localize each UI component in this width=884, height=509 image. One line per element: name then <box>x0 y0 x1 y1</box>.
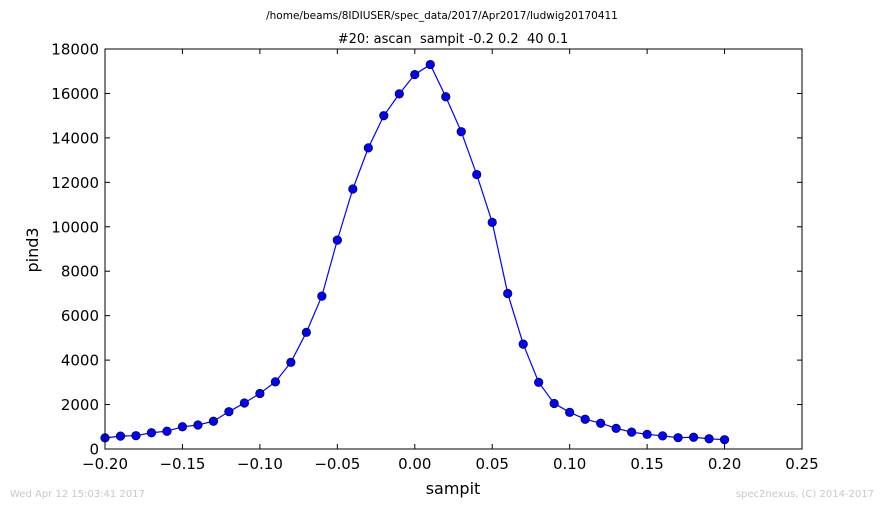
data-point <box>441 92 451 102</box>
x-tick-label: −0.20 <box>82 455 128 473</box>
data-point <box>131 431 141 441</box>
data-point <box>596 418 606 428</box>
data-point <box>239 398 249 408</box>
data-point <box>627 427 637 437</box>
data-point <box>487 217 497 227</box>
data-point <box>425 59 435 70</box>
axis-ticks: −0.20 −0.15 −0.10 −0.05 0.00 0.05 0.10 0.15 0.20… <box>51 41 818 474</box>
data-point <box>177 422 188 432</box>
y-tick-label: 10000 <box>51 218 99 236</box>
footer-timestamp: Wed Apr 12 15:03:41 2017 <box>10 489 145 500</box>
y-tick-label: 18000 <box>51 41 99 59</box>
y-axis-label: pind3 <box>23 227 42 272</box>
x-tick-label: 0.00 <box>398 455 431 473</box>
data-point <box>394 89 404 99</box>
chart-subtitle: #20: ascan sampit -0.2 0.2 40 0.1 <box>338 32 569 47</box>
y-tick-label: 6000 <box>61 307 99 325</box>
footer-credit: spec2nexus, (C) 2014-2017 <box>735 489 874 500</box>
x-tick-label: 0.25 <box>785 455 818 473</box>
data-point <box>719 435 730 445</box>
plot-frame <box>104 48 803 450</box>
data-point <box>503 288 513 299</box>
data-point <box>704 434 714 444</box>
series-layer <box>100 59 730 445</box>
x-tick-label: −0.10 <box>237 455 283 473</box>
data-point <box>379 111 389 121</box>
x-tick-label: 0.20 <box>708 455 741 473</box>
x-tick-label: 0.10 <box>553 455 586 473</box>
y-tick-label: 8000 <box>61 263 99 281</box>
data-point <box>518 339 528 349</box>
data-point <box>456 127 466 137</box>
series-line <box>104 63 725 441</box>
y-tick-label: 12000 <box>51 174 99 192</box>
y-tick-label: 4000 <box>61 352 99 370</box>
chart-title: /home/beams/8IDIUSER/spec_data/2017/Apr2… <box>266 10 618 22</box>
data-point <box>301 327 311 337</box>
data-point <box>146 428 157 438</box>
data-point <box>688 432 699 442</box>
y-tick-label: 14000 <box>51 129 99 147</box>
data-point <box>534 377 544 387</box>
data-point <box>657 431 668 441</box>
data-point <box>255 388 265 399</box>
x-tick-label: −0.05 <box>314 455 360 473</box>
x-tick-label: −0.15 <box>159 455 205 473</box>
data-point <box>410 69 420 80</box>
data-point <box>565 407 575 417</box>
data-point <box>348 184 358 194</box>
y-tick-label: 16000 <box>51 85 99 103</box>
data-point <box>673 433 683 443</box>
data-point <box>162 426 172 436</box>
x-axis-label: sampit <box>426 479 481 498</box>
data-point <box>549 398 559 409</box>
data-point <box>208 416 219 426</box>
data-point <box>115 431 126 441</box>
x-tick-label: 0.15 <box>630 455 663 473</box>
data-point <box>642 429 652 439</box>
data-point <box>317 291 327 301</box>
data-point <box>224 407 234 417</box>
data-point <box>472 169 482 180</box>
x-tick-label: 0.05 <box>476 455 509 473</box>
y-tick-label: 2000 <box>61 396 99 414</box>
data-point <box>363 143 373 153</box>
data-point <box>580 414 590 424</box>
data-point <box>193 420 203 430</box>
data-point <box>332 235 342 245</box>
data-point <box>286 357 296 367</box>
y-tick-label: 0 <box>89 441 99 459</box>
data-point <box>611 423 621 433</box>
data-point <box>270 377 280 387</box>
